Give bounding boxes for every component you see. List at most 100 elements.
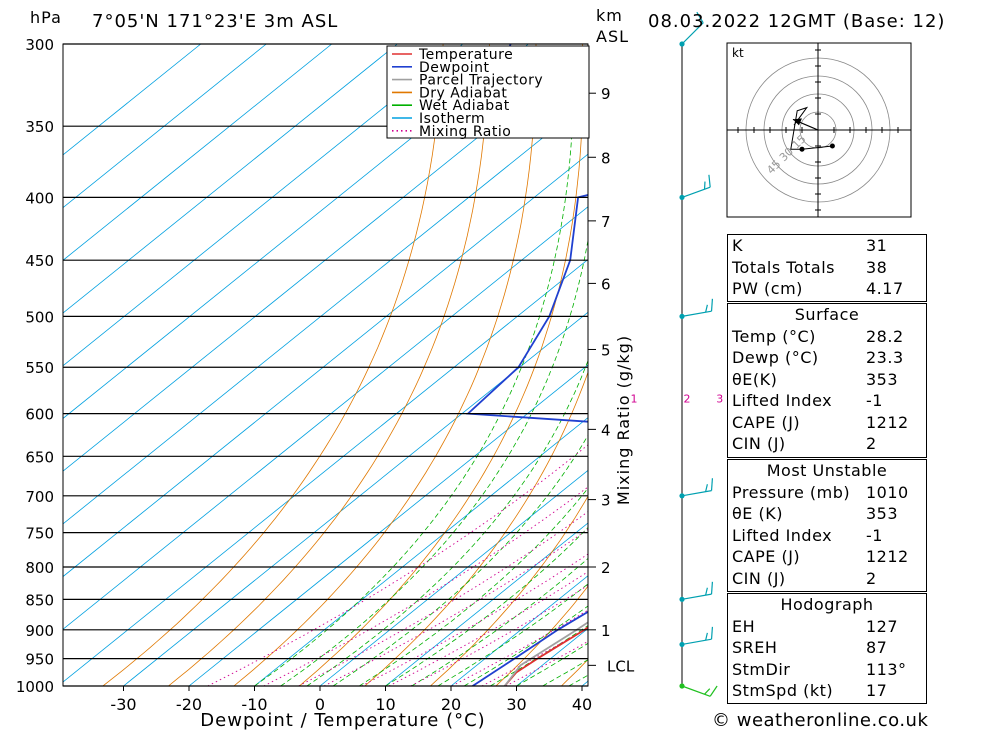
index-label: EH	[732, 616, 756, 636]
basic-indices-panel: K 31 Totals Totals 38 PW (cm) 4.17	[727, 234, 927, 302]
isotherm-line	[63, 44, 333, 261]
mixing-ratio-line	[505, 640, 588, 686]
wind-barb-flag	[710, 478, 714, 491]
isotherm-line	[450, 575, 588, 686]
mixing-ratio-label: 1	[631, 393, 638, 406]
index-value: 127	[866, 616, 899, 636]
index-value: 17	[866, 681, 888, 700]
isotherm-line	[63, 44, 398, 314]
wind-barb-flag	[708, 174, 711, 188]
x-tick-label: 20	[441, 695, 461, 714]
index-value: 1212	[866, 547, 909, 566]
wind-barb-flag	[710, 626, 714, 640]
dry-adiabat-line	[954, 44, 1000, 686]
wind-barb	[679, 683, 718, 697]
wind-barb	[679, 174, 711, 201]
index-label: Dewp (°C)	[732, 348, 819, 367]
index-row: Temp (°C) 28.2	[728, 326, 926, 348]
most-unstable-panel: Most Unstable Pressure (mb) 1010 θE (K) 353 L…	[727, 459, 927, 592]
wet-adiabat-line	[463, 605, 588, 686]
hodograph-indices-panel: Hodograph EH 127 SREH 87 StmDir 113° StmSpd (kt…	[727, 593, 927, 704]
x-tick-label: 30	[506, 695, 526, 714]
mixing-ratio-axis-label: Mixing Ratio (g/kg)	[614, 335, 633, 505]
isotherm-line	[63, 44, 267, 209]
legend-label: Dewpoint	[419, 60, 490, 76]
pressure-tick-label: 700	[25, 488, 54, 506]
pressure-tick-label: 600	[25, 406, 54, 424]
mixing-ratio-label: 3	[716, 393, 723, 406]
mixing-ratio-line	[298, 511, 588, 686]
index-row: θE(K) 353	[728, 369, 926, 391]
isotherm-line	[63, 44, 529, 419]
pressure-tick-label: 850	[25, 591, 54, 609]
dry-adiabat-line	[168, 44, 490, 686]
index-label: CIN (J)	[732, 434, 786, 453]
hodograph-unit-label: kt	[732, 46, 744, 60]
height-tick-label: 2	[601, 559, 611, 577]
index-value: 353	[866, 504, 899, 523]
isotherm-line	[63, 153, 588, 578]
dry-adiabat-line	[364, 371, 588, 686]
index-value: 87	[866, 638, 888, 657]
x-tick-label: -10	[241, 695, 267, 714]
wind-barb-flag	[704, 688, 711, 695]
index-value: 4.17	[866, 279, 904, 298]
wind-barb-flag	[709, 685, 718, 697]
isotherm-line	[385, 522, 588, 686]
wind-barb	[679, 478, 714, 499]
index-row: StmSpd (kt) 17	[728, 680, 926, 702]
dry-adiabat-line	[495, 585, 588, 686]
legend-label: Parcel Trajectory	[419, 73, 543, 89]
dry-adiabat-line	[233, 44, 537, 686]
index-row: K 31	[728, 235, 926, 257]
isotherm-line	[63, 100, 588, 525]
pressure-tick-label: 300	[25, 36, 54, 54]
pressure-tick-label: 950	[25, 651, 54, 669]
section-title: Hodograph	[780, 595, 874, 614]
section-title: Surface	[794, 305, 860, 324]
x-tick-label: 40	[572, 695, 592, 714]
wet-adiabat-line	[437, 583, 588, 686]
height-tick-label: 3	[601, 492, 611, 510]
isotherm-line	[254, 417, 588, 686]
wind-barb-flag	[710, 298, 714, 312]
index-row: CAPE (J) 1212	[728, 546, 926, 568]
wet-adiabat-line	[280, 238, 588, 686]
height-unit-asl-label: ASL	[596, 27, 630, 46]
x-tick-label: -20	[176, 695, 202, 714]
wind-barb-staff	[681, 22, 704, 45]
index-label: K	[732, 236, 743, 255]
pressure-tick-label: 1000	[16, 678, 54, 696]
height-tick-label: 1	[601, 622, 611, 640]
index-row: StmDir 113°	[728, 659, 926, 681]
wind-station-dot	[679, 596, 685, 602]
pressure-tick-label: 650	[25, 448, 54, 466]
x-axis-label: Dewpoint / Temperature (°C)	[200, 710, 485, 731]
index-value: 2	[866, 434, 877, 453]
pressure-tick-label: 550	[25, 359, 54, 377]
storm-motion-arrowhead	[792, 118, 802, 126]
pressure-tick-label: 750	[25, 525, 54, 543]
wet-adiabat-line	[306, 359, 588, 686]
wind-barb-staff	[681, 310, 712, 317]
pressure-tick-label: 400	[25, 189, 54, 207]
index-row: θE (K) 353	[728, 503, 926, 525]
mixing-ratio-label: 2	[683, 393, 690, 406]
height-tick-label: 9	[601, 85, 611, 103]
wind-barb	[679, 11, 704, 47]
dry-adiabat-line	[299, 44, 584, 686]
isotherm-line	[63, 48, 588, 472]
wind-barb	[679, 581, 714, 602]
index-label: Totals Totals	[732, 257, 835, 277]
isotherm-line	[63, 206, 588, 630]
wind-barb	[679, 298, 714, 319]
height-unit-label: km	[596, 6, 623, 25]
index-value: 1212	[866, 412, 909, 432]
index-value: 1010	[866, 482, 909, 502]
index-row: SREH 87	[728, 637, 926, 659]
pressure-tick-label: 350	[25, 118, 54, 136]
index-value: 38	[866, 257, 888, 277]
x-tick-label: 0	[315, 695, 325, 714]
pressure-unit-label: hPa	[30, 8, 62, 27]
